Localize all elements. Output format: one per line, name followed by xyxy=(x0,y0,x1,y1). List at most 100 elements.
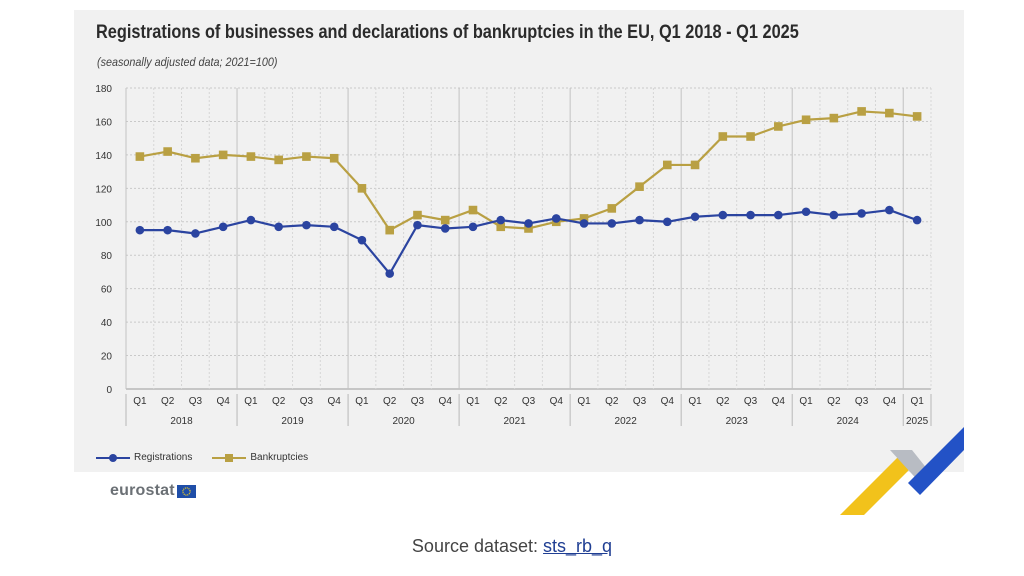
x-tick-label: Q1 xyxy=(133,396,147,407)
x-tick-label: Q1 xyxy=(355,396,369,407)
line-chart: 0 20 40 60 80 100 120 140 160 180 Q1 Q2 Q3 Q4 Q1 Q2 Q3 Q4… xyxy=(95,84,932,427)
x-tick-label: Q4 xyxy=(328,396,342,407)
registrations-point xyxy=(496,215,506,225)
year-label: 2022 xyxy=(615,416,638,427)
year-label: 2018 xyxy=(170,416,193,427)
bankruptcies-legend-marker xyxy=(212,453,247,462)
bankruptcies-point xyxy=(191,153,200,163)
bankruptcies-point xyxy=(163,147,172,156)
registrations-point xyxy=(302,220,311,230)
registrations-point xyxy=(468,222,478,232)
registrations-point xyxy=(857,209,866,218)
x-tick-label: Q2 xyxy=(383,396,397,407)
eu-flag-icon xyxy=(176,484,196,498)
x-tick-label: Q4 xyxy=(439,396,453,407)
registrations-point xyxy=(413,220,422,230)
registrations-point xyxy=(135,225,145,235)
y-tick-label: 100 xyxy=(95,218,112,229)
registrations-point xyxy=(774,210,783,220)
eurostat-logo[interactable]: eurostat xyxy=(110,482,196,500)
chart-legend: Registrations Bankruptcies xyxy=(96,452,308,463)
registrations-point xyxy=(635,215,644,225)
registrations-point xyxy=(329,222,339,232)
bankruptcies-point xyxy=(607,204,617,213)
bankruptcies-point xyxy=(912,112,922,121)
registrations-point xyxy=(246,215,256,225)
legend-item-bankruptcies[interactable]: Bankruptcies xyxy=(212,452,308,463)
bankruptcies-point xyxy=(524,224,533,233)
y-tick-label: 0 xyxy=(106,385,112,396)
registrations-point xyxy=(357,235,367,245)
x-tick-label: Q1 xyxy=(910,396,924,407)
chart-card xyxy=(74,10,964,472)
bankruptcies-point xyxy=(690,160,700,170)
x-tick-label: Q1 xyxy=(244,396,258,407)
y-tick-label: 80 xyxy=(101,251,113,262)
registrations-point xyxy=(440,224,450,233)
bankruptcies-point xyxy=(746,132,755,141)
registrations-point xyxy=(885,205,894,215)
year-label: 2025 xyxy=(906,416,929,427)
x-tick-label: Q2 xyxy=(161,396,175,407)
bankruptcies-point xyxy=(385,225,395,235)
x-tick-label: Q4 xyxy=(883,396,897,407)
eurostat-logo-text: eurostat xyxy=(110,482,175,499)
y-tick-label: 20 xyxy=(101,352,113,363)
bankruptcies-point xyxy=(885,108,894,118)
x-tick-label: Q1 xyxy=(466,396,480,407)
x-tick-label: Q3 xyxy=(300,396,314,407)
bankruptcies-point xyxy=(413,210,422,220)
y-tick-label: 160 xyxy=(95,117,112,128)
x-tick-label: Q4 xyxy=(216,396,230,407)
registrations-point xyxy=(607,219,617,228)
y-tick-label: 40 xyxy=(101,318,113,329)
bankruptcies-point xyxy=(857,107,866,116)
x-tick-label: Q4 xyxy=(772,396,786,407)
bankruptcies-point xyxy=(662,160,672,170)
y-tick-label: 120 xyxy=(95,184,112,195)
x-tick-label: Q1 xyxy=(577,396,591,407)
x-tick-label: Q4 xyxy=(550,396,564,407)
registrations-point xyxy=(218,222,228,232)
source-line: Source dataset: sts_rb_q xyxy=(0,536,1024,557)
bankruptcies-point xyxy=(274,155,283,165)
bankruptcies-point xyxy=(801,115,811,125)
registrations-point xyxy=(912,215,922,225)
year-label: 2021 xyxy=(503,416,526,427)
bankruptcies-point xyxy=(329,153,339,163)
registrations-point xyxy=(385,269,395,278)
x-tick-label: Q2 xyxy=(494,396,508,407)
y-tick-label: 180 xyxy=(95,84,112,95)
source-label: Source dataset: xyxy=(411,536,539,556)
year-label: 2020 xyxy=(392,416,415,427)
x-tick-label: Q3 xyxy=(855,396,869,407)
bankruptcies-point xyxy=(496,222,506,232)
legend-item-registrations[interactable]: Registrations xyxy=(96,452,192,463)
bankruptcies-point xyxy=(774,122,783,131)
chart-title: Registrations of businesses and declarat… xyxy=(96,22,799,43)
legend-label-bankruptcies: Bankruptcies xyxy=(250,452,309,463)
y-tick-label: 60 xyxy=(101,285,113,296)
bankruptcies-point xyxy=(440,215,450,225)
x-tick-label: Q4 xyxy=(661,396,675,407)
chart-subtitle: (seasonally adjusted data; 2021=100) xyxy=(97,55,278,69)
x-tick-label: Q3 xyxy=(744,396,758,407)
year-label: 2019 xyxy=(281,416,304,427)
source-dataset-link[interactable]: sts_rb_q xyxy=(543,536,613,556)
x-tick-label: Q2 xyxy=(827,396,841,407)
registrations-point xyxy=(662,217,672,227)
registrations-point xyxy=(274,222,283,232)
x-tick-label: Q3 xyxy=(189,396,203,407)
x-tick-label: Q3 xyxy=(522,396,536,407)
x-tick-label: Q1 xyxy=(799,396,813,407)
bankruptcies-point xyxy=(635,182,644,191)
registrations-point xyxy=(579,219,589,228)
registrations-point xyxy=(690,212,700,222)
x-tick-label: Q1 xyxy=(688,396,702,407)
x-tick-label: Q2 xyxy=(605,396,619,407)
bankruptcies-point xyxy=(357,184,367,193)
x-tick-label: Q3 xyxy=(633,396,647,407)
registrations-point xyxy=(524,219,533,228)
bankruptcies-point xyxy=(829,113,839,123)
bankruptcies-point xyxy=(246,152,256,161)
